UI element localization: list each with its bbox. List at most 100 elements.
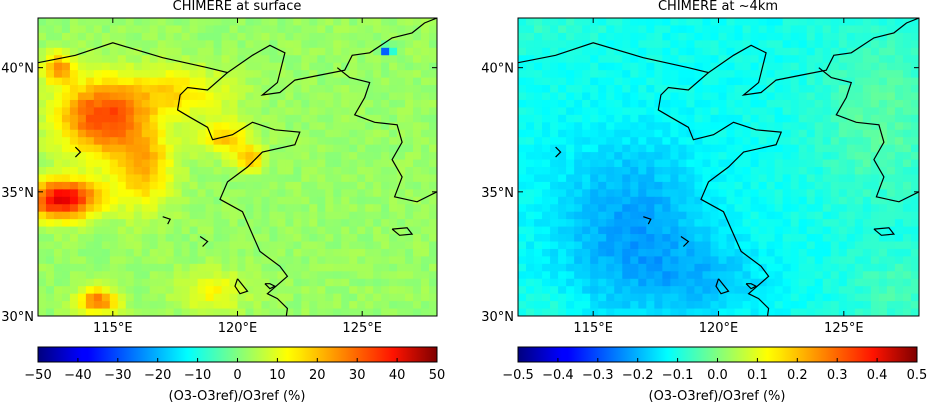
heatmap-cell [854,122,864,131]
heatmap-cell [734,62,744,71]
heatmap-cell [45,241,55,250]
heatmap-cell [766,18,776,27]
heatmap-cell [133,144,143,153]
heatmap-cell [189,241,199,250]
heatmap-cell [269,152,278,161]
heatmap-cell [734,286,744,295]
heatmap-cell [117,301,127,310]
heatmap-cell [285,181,294,190]
heatmap-cell [413,18,422,27]
heatmap-cell [726,99,736,108]
heatmap-cell [782,248,792,257]
heatmap-cell [45,25,55,34]
heatmap-cell [534,181,543,190]
heatmap-cell [181,248,191,257]
heatmap-cell [838,308,848,316]
heatmap-cell [790,159,800,168]
heatmap-cell [277,40,286,49]
heatmap-cell [429,92,437,101]
heatmap-cell [38,85,47,94]
heatmap-cell [301,92,310,101]
heatmap-cell [69,152,79,161]
heatmap-cell [189,293,199,302]
heatmap-cell [790,92,800,101]
heatmap-cell [253,219,263,228]
heatmap-cell [349,226,358,235]
heatmap-cell [317,189,326,198]
heatmap-cell [518,226,527,235]
heatmap-cell [534,62,543,71]
heatmap-cell [429,278,437,287]
heatmap-cell [45,32,55,41]
heatmap-cell [325,204,334,213]
heatmap-cell [405,219,414,228]
heatmap-cell [814,77,824,86]
heatmap-cell [686,278,696,287]
heatmap-cell [806,99,816,108]
heatmap-cell [181,219,191,228]
heatmap-cell [237,159,247,168]
heatmap-cell [133,85,143,94]
heatmap-cell [341,211,350,220]
heatmap-cell [397,107,406,116]
heatmap-cell [646,241,655,250]
heatmap-cell [822,263,832,272]
heatmap-cell [109,55,119,64]
heatmap-cell [205,204,215,213]
heatmap-cell [77,129,87,138]
heatmap-cell [798,85,808,94]
heatmap-cell [165,32,175,41]
heatmap-cell [293,85,302,94]
heatmap-cell [253,62,263,71]
heatmap-cell [870,18,880,27]
heatmap-cell [654,174,663,183]
heatmap-cell [301,129,310,138]
heatmap-cell [550,40,559,49]
heatmap-cell [341,122,350,131]
heatmap-cell [694,144,704,153]
heatmap-cell [189,263,199,272]
heatmap-cell [101,263,111,272]
heatmap-cell [870,271,880,280]
heatmap-cell [558,122,567,131]
heatmap-cell [590,122,599,131]
heatmap-cell [518,70,527,79]
heatmap-cell [782,234,792,243]
heatmap-cell [413,99,422,108]
heatmap-cell [349,114,358,123]
heatmap-cell [734,263,744,272]
heatmap-cell [670,152,679,161]
heatmap-cell [654,234,663,243]
heatmap-cell [229,18,239,27]
heatmap-cell [93,159,103,168]
heatmap-cell [654,85,663,94]
heatmap-cell [261,62,271,71]
heatmap-cell [93,271,103,280]
heatmap-cell [558,152,567,161]
heatmap-cell [798,32,808,41]
heatmap-cell [133,256,143,265]
heatmap-cell [798,107,808,116]
heatmap-cell [381,114,390,123]
heatmap-cell [38,174,47,183]
heatmap-cell [870,129,880,138]
heatmap-cell [582,114,591,123]
heatmap-cell [245,248,255,257]
heatmap-cell [526,144,535,153]
heatmap-cell [125,137,135,146]
heatmap-cell [718,219,728,228]
heatmap-cell [61,181,71,190]
heatmap-cell [293,211,302,220]
heatmap-cell [526,196,535,205]
heatmap-cell [85,211,95,220]
heatmap-cell [173,55,183,64]
heatmap-cell [149,241,159,250]
heatmap-cell [894,114,904,123]
heatmap-cell [822,77,832,86]
heatmap-cell [910,256,919,265]
heatmap-cell [646,18,655,27]
heatmap-cell [550,248,559,257]
heatmap-cell [614,278,623,287]
heatmap-cell [421,219,430,228]
heatmap-cell [534,114,543,123]
